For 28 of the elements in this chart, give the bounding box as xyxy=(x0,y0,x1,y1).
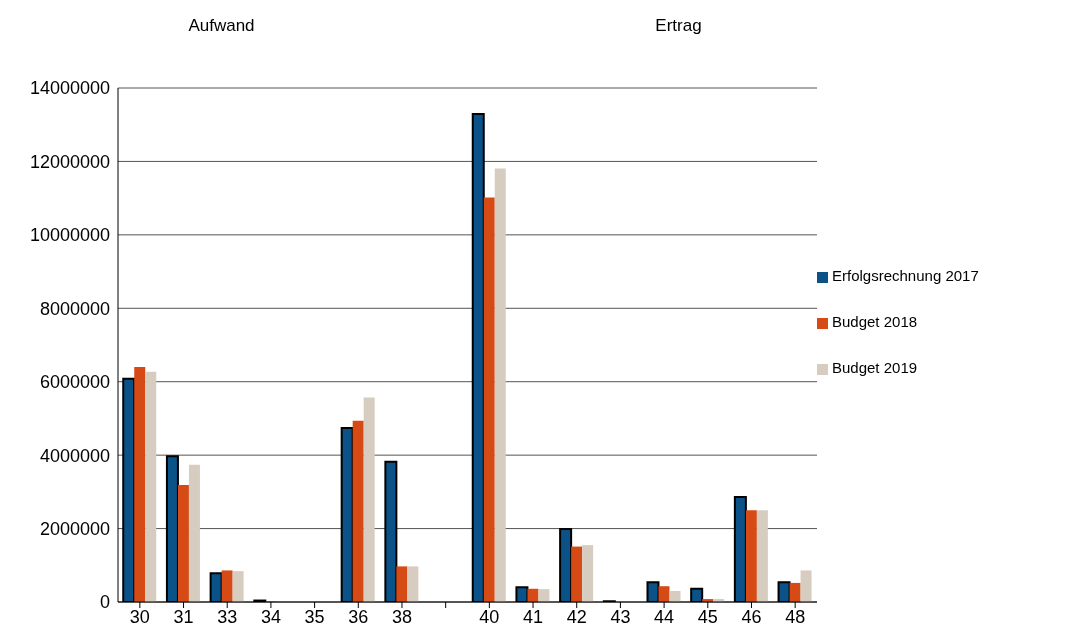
y-tick-label: 10000000 xyxy=(29,225,110,246)
legend-label: Budget 2019 xyxy=(832,359,918,376)
legend-label: Budget 2018 xyxy=(832,313,918,330)
x-tick-label: 36 xyxy=(348,606,369,627)
x-tick-label: 33 xyxy=(217,606,238,627)
x-tick-label: 45 xyxy=(697,606,718,627)
text: Ertrag xyxy=(655,16,702,36)
y-tick-label: 14000000 xyxy=(29,78,110,99)
y-tick-label: 0 xyxy=(99,592,110,613)
x-tick-label: 34 xyxy=(260,606,281,627)
x-tick-label: 41 xyxy=(523,606,544,627)
x-tick-label: 35 xyxy=(304,606,325,627)
x-tick-label: 46 xyxy=(741,606,762,627)
y-tick-label: 2000000 xyxy=(39,518,110,539)
x-tick-label: 31 xyxy=(173,606,194,627)
x-tick-label: 42 xyxy=(566,606,587,627)
text: Aufwand xyxy=(188,16,255,36)
x-tick-label: 38 xyxy=(391,606,412,627)
legend-label: Erfolgsrechnung 2017 xyxy=(832,267,979,284)
x-tick-label: 30 xyxy=(129,606,150,627)
y-tick-label: 4000000 xyxy=(39,445,110,466)
y-tick-label: 6000000 xyxy=(39,372,110,393)
x-tick-label: 44 xyxy=(654,606,675,627)
y-tick-label: 12000000 xyxy=(29,151,110,172)
x-tick-label: 43 xyxy=(610,606,631,627)
x-tick-label: 40 xyxy=(479,606,500,627)
x-tick-label: 48 xyxy=(785,606,806,627)
y-tick-label: 8000000 xyxy=(39,298,110,319)
